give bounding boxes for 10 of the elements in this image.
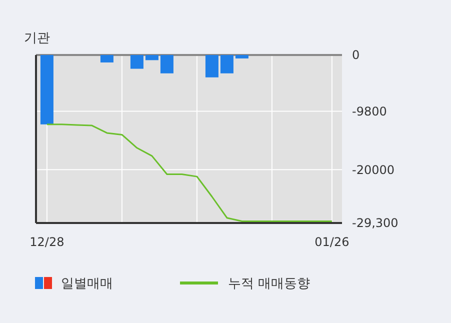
- y-tick-label: -9800: [352, 104, 387, 118]
- x-tick-label: 12/28: [30, 235, 64, 249]
- chart-title: 기관: [24, 31, 50, 46]
- legend-label: 누적 매매동향: [228, 276, 310, 292]
- y-tick-label: 0: [352, 48, 360, 62]
- line-series: [46, 124, 333, 222]
- y-tick-label: -29,300: [352, 216, 398, 230]
- x-tick-label: 01/26: [314, 235, 350, 249]
- y-tick-label: -20000: [352, 162, 395, 177]
- legend-label: 일별매매: [61, 276, 113, 292]
